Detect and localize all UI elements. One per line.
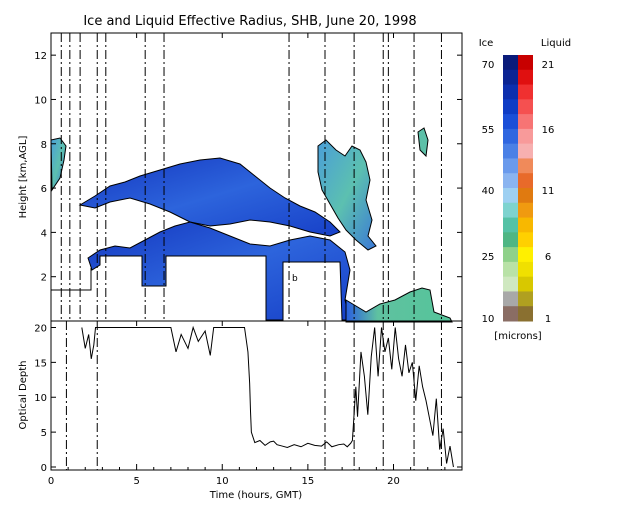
- top-y-tick-label: 4: [41, 228, 47, 239]
- cloud-low-liquid-layer: [345, 287, 453, 323]
- bottom-y-tick-label: 5: [41, 428, 47, 439]
- colorbar-ice-swatch: [503, 261, 518, 278]
- colorbar-liquid-swatch: [518, 55, 533, 71]
- colorbar-ice-swatch: [503, 276, 518, 292]
- colorbar-liquid-swatch: [518, 276, 533, 292]
- colorbar-liquid-swatch: [518, 202, 533, 219]
- colorbar-liquid-swatch: [518, 158, 533, 174]
- bottom-x-tick-label: 0: [48, 476, 54, 487]
- colorbar-ice-swatch: [503, 202, 518, 219]
- top-y-tick-label: 6: [41, 184, 47, 195]
- colorbar-liquid-strip: [518, 55, 533, 322]
- x-axis-label: Time (hours, GMT): [209, 490, 303, 501]
- colorbar-liquid-swatch: [518, 69, 533, 86]
- colorbar-liquid-swatch: [518, 128, 533, 145]
- top-y-tick-label: 10: [34, 95, 47, 106]
- cloud-small-right: [417, 127, 429, 158]
- colorbar-ice-swatch: [503, 188, 518, 204]
- colorbar-ice-swatch: [503, 128, 518, 145]
- colorbar-liquid-swatch: [518, 261, 533, 278]
- colorbar-ice-tick: 55: [482, 125, 495, 136]
- top-panel: b 2 4 6 8 10 12 Height [km,AGL]: [18, 32, 463, 323]
- bottom-x-tick-label: 15: [302, 476, 315, 487]
- colorbar-liquid-swatch: [518, 232, 533, 248]
- colorbar-ice-swatch: [503, 114, 518, 130]
- cloud-upper-left: [50, 137, 67, 192]
- colorbar-liquid-swatch: [518, 84, 533, 100]
- bottom-y-tick-label: 15: [34, 358, 47, 369]
- colorbar-liquid-tick: 21: [542, 60, 555, 71]
- colorbar-ice-label: Ice: [479, 38, 494, 49]
- colorbar-ice-swatch: [503, 173, 518, 189]
- colorbar-liquid-swatch: [518, 143, 533, 159]
- colorbar-liquid-swatch: [518, 114, 533, 130]
- colorbar-liquid-swatch: [518, 217, 533, 233]
- top-axes: 2 4 6 8 10 12: [34, 33, 462, 284]
- colorbar-ice-tick: 25: [482, 252, 495, 263]
- colorbar-liquid-tick: 6: [545, 252, 551, 263]
- bottom-x-tick-label: 5: [133, 476, 139, 487]
- colorbar-liquid-label: Liquid: [541, 38, 571, 49]
- bottom-x-tick-label: 20: [387, 476, 400, 487]
- marker-label: b: [292, 274, 298, 284]
- bottom-y-tick-label: 0: [41, 463, 47, 474]
- colorbar-liquid-swatch: [518, 188, 533, 204]
- top-dashed-lines: [60, 33, 442, 321]
- cloud-lower-ice-layer: [87, 221, 351, 321]
- colorbar: Ice Liquid 70 55 40 25 10 21 16 11 6 1 [microns]: [479, 38, 571, 342]
- top-y-tick-label: 8: [41, 140, 47, 151]
- colorbar-ice-swatch: [503, 143, 518, 159]
- bottom-x-tick-label: 10: [216, 476, 229, 487]
- cloud-right: [317, 139, 377, 251]
- cloud-upper-ice-layer: [78, 157, 341, 237]
- colorbar-ice-tick: 10: [482, 314, 495, 325]
- colorbar-ice-swatch: [503, 306, 518, 322]
- top-y-tick-label: 2: [41, 273, 47, 284]
- colorbar-ice-swatch: [503, 217, 518, 233]
- colorbar-ice-swatch: [503, 158, 518, 174]
- colorbar-ticks: 70 55 40 25 10 21 16 11 6 1: [482, 60, 555, 325]
- cloud-base-line-left: [51, 268, 92, 291]
- top-y-axis-label: Height [km,AGL]: [18, 136, 29, 219]
- colorbar-liquid-swatch: [518, 247, 533, 263]
- colorbar-liquid-tick: 11: [542, 186, 555, 197]
- colorbar-ice-swatch: [503, 69, 518, 86]
- colorbar-ice-swatch: [503, 232, 518, 248]
- optical-depth-series: [81, 325, 454, 468]
- colorbar-ice-swatch: [503, 291, 518, 307]
- colorbar-units: [microns]: [494, 331, 541, 342]
- colorbar-ice-swatch: [503, 99, 518, 115]
- colorbar-liquid-tick: 16: [542, 125, 555, 136]
- colorbar-ice-tick: 40: [482, 186, 495, 197]
- colorbar-ice-strip: [503, 55, 518, 322]
- chart-title: Ice and Liquid Effective Radius, SHB, Ju…: [83, 14, 416, 29]
- bottom-axes: 0 5 10 15 20 0 5 10 15 20: [34, 321, 462, 487]
- colorbar-ice-tick: 70: [482, 60, 495, 71]
- bottom-panel: 0 5 10 15 20 0 5 10 15 20 Optical Depth Time (hou…: [18, 320, 463, 501]
- bottom-y-tick-label: 20: [34, 323, 47, 334]
- bottom-y-axis-label: Optical Depth: [18, 361, 29, 430]
- colorbar-liquid-swatch: [518, 291, 533, 307]
- bottom-plot-frame: [50, 320, 463, 471]
- colorbar-liquid-swatch: [518, 173, 533, 189]
- bottom-y-tick-label: 10: [34, 393, 47, 404]
- colorbar-ice-swatch: [503, 84, 518, 100]
- colorbar-ice-swatch: [503, 55, 518, 71]
- colorbar-liquid-swatch: [518, 306, 533, 322]
- colorbar-ice-swatch: [503, 247, 518, 263]
- bottom-dashed-lines: [65, 321, 442, 470]
- colorbar-liquid-swatch: [518, 99, 533, 115]
- colorbar-liquid-tick: 1: [545, 314, 551, 325]
- top-y-tick-label: 12: [34, 51, 47, 62]
